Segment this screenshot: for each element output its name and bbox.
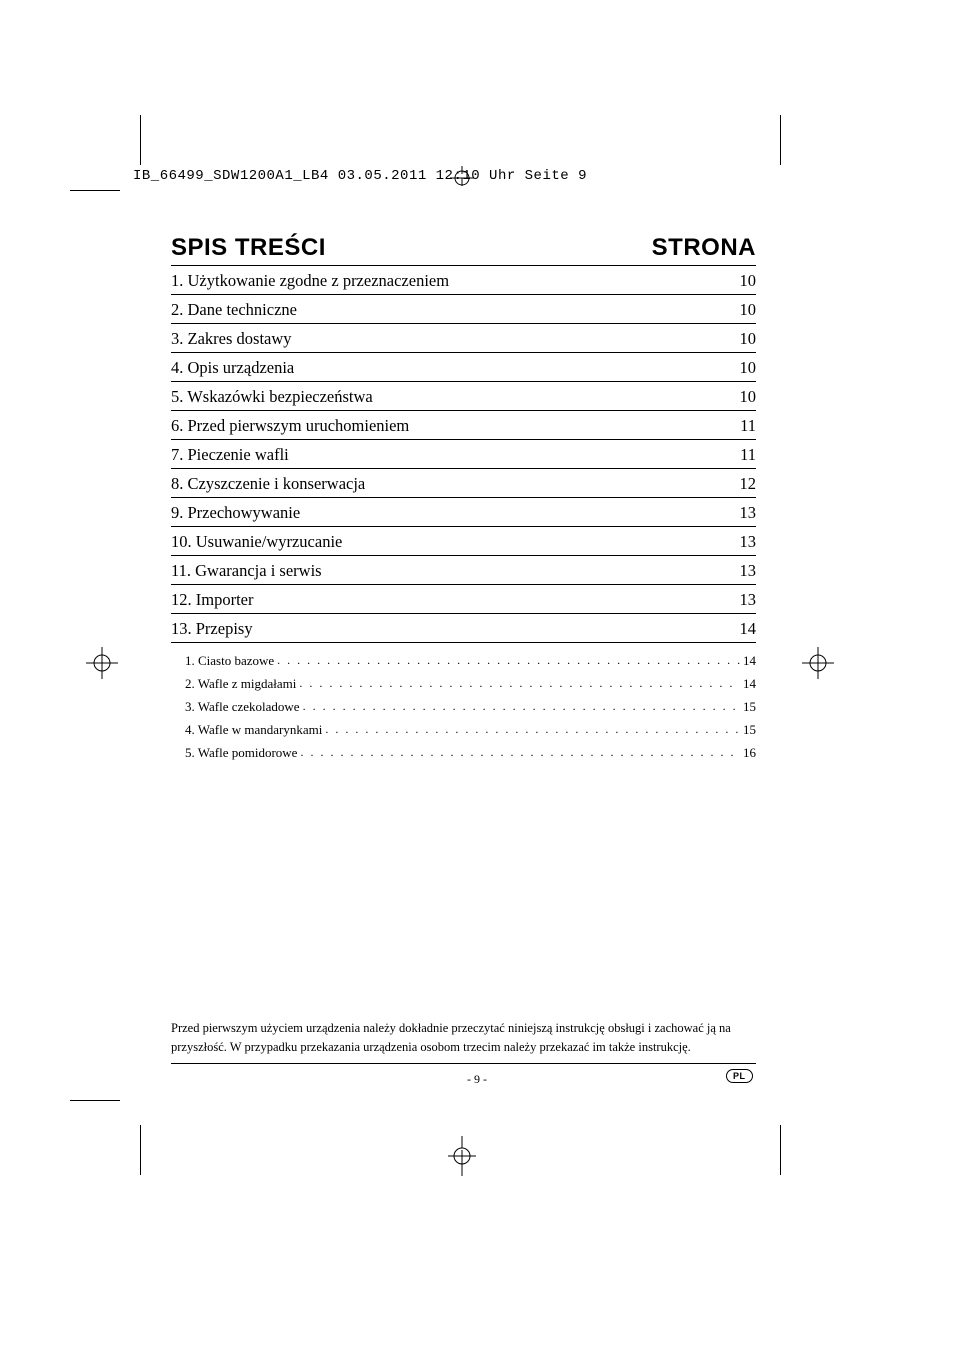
sub-page: 14	[743, 653, 756, 669]
page-number: - 9 -	[0, 1072, 954, 1087]
toc-row: 5. Wskazówki bezpieczeństwa 10	[171, 382, 756, 411]
toc-page: 13	[740, 590, 757, 610]
sub-label: 3. Wafle czekoladowe	[185, 699, 300, 715]
sub-page: 14	[743, 676, 756, 692]
fold-mark-icon	[442, 166, 482, 186]
sub-row: 3. Wafle czekoladowe 15	[171, 695, 756, 718]
leader-dots	[299, 676, 740, 691]
toc-page: 10	[740, 329, 757, 349]
toc-row: 9. Przechowywanie 13	[171, 498, 756, 527]
language-badge: PL	[726, 1069, 753, 1083]
sub-row: 4. Wafle w mandarynkami 15	[171, 718, 756, 741]
crop-mark	[780, 1125, 781, 1175]
title-row: SPIS TREŚCI STRONA	[171, 234, 756, 266]
sub-label: 2. Wafle z migdałami	[185, 676, 296, 692]
toc-label: 3. Zakres dostawy	[171, 329, 292, 349]
toc-label: 2. Dane techniczne	[171, 300, 297, 320]
sub-page: 16	[743, 745, 756, 761]
toc-title: SPIS TREŚCI	[171, 234, 326, 262]
toc-page: 11	[740, 416, 756, 436]
toc-page: 13	[740, 503, 757, 523]
toc-label: 8. Czyszczenie i konserwacja	[171, 474, 365, 494]
toc-page: 10	[740, 271, 757, 291]
leader-dots	[325, 722, 740, 737]
toc-row: 7. Pieczenie wafli 11	[171, 440, 756, 469]
sub-row: 5. Wafle pomidorowe 16	[171, 741, 756, 764]
sub-label: 4. Wafle w mandarynkami	[185, 722, 322, 738]
page-title: STRONA	[652, 234, 756, 262]
toc-label: 9. Przechowywanie	[171, 503, 300, 523]
toc-page: 11	[740, 445, 756, 465]
toc-row: 13. Przepisy 14	[171, 614, 756, 643]
sub-toc: 1. Ciasto bazowe 14 2. Wafle z migdałami 1…	[171, 649, 756, 764]
toc-row: 8. Czyszczenie i konserwacja 12	[171, 469, 756, 498]
crop-mark	[140, 1125, 141, 1175]
sub-row: 1. Ciasto bazowe 14	[171, 649, 756, 672]
fold-mark-icon	[442, 1136, 482, 1176]
registration-mark-icon	[86, 647, 118, 679]
leader-dots	[300, 745, 740, 760]
toc-page: 13	[740, 561, 757, 581]
sub-page: 15	[743, 699, 756, 715]
crop-mark	[780, 115, 781, 165]
sub-label: 5. Wafle pomidorowe	[185, 745, 297, 761]
sub-page: 15	[743, 722, 756, 738]
toc-row: 10. Usuwanie/wyrzucanie 13	[171, 527, 756, 556]
print-header: IB_66499_SDW1200A1_LB4 03.05.2011 12:10 …	[133, 168, 587, 184]
footer-note: Przed pierwszym użyciem urządzenia należ…	[171, 1019, 756, 1064]
toc-row: 11. Gwarancja i serwis 13	[171, 556, 756, 585]
toc-page: 13	[740, 532, 757, 552]
toc-row: 2. Dane techniczne 10	[171, 295, 756, 324]
toc-label: 5. Wskazówki bezpieczeństwa	[171, 387, 373, 407]
crop-mark	[140, 115, 141, 165]
toc-page: 14	[740, 619, 757, 639]
toc-row: 4. Opis urządzenia 10	[171, 353, 756, 382]
crop-mark	[70, 190, 120, 191]
toc-page: 10	[740, 300, 757, 320]
sub-row: 2. Wafle z migdałami 14	[171, 672, 756, 695]
toc-label: 11. Gwarancja i serwis	[171, 561, 322, 581]
toc-label: 6. Przed pierwszym uruchomieniem	[171, 416, 409, 436]
toc-label: 13. Przepisy	[171, 619, 253, 639]
toc-row: 12. Importer 13	[171, 585, 756, 614]
toc-label: 10. Usuwanie/wyrzucanie	[171, 532, 342, 552]
toc-row: 1. Użytkowanie zgodne z przeznaczeniem 10	[171, 266, 756, 295]
registration-mark-icon	[802, 647, 834, 679]
sub-label: 1. Ciasto bazowe	[185, 653, 274, 669]
toc-page: 10	[740, 387, 757, 407]
toc-row: 3. Zakres dostawy 10	[171, 324, 756, 353]
toc-row: 6. Przed pierwszym uruchomieniem 11	[171, 411, 756, 440]
leader-dots	[277, 653, 740, 668]
crop-mark	[70, 1100, 120, 1101]
leader-dots	[303, 699, 740, 714]
toc-page: 10	[740, 358, 757, 378]
toc-label: 7. Pieczenie wafli	[171, 445, 289, 465]
toc-label: 1. Użytkowanie zgodne z przeznaczeniem	[171, 271, 449, 291]
toc-page: 12	[740, 474, 757, 494]
toc-label: 12. Importer	[171, 590, 253, 610]
content-area: SPIS TREŚCI STRONA 1. Użytkowanie zgodne…	[171, 234, 756, 764]
toc-label: 4. Opis urządzenia	[171, 358, 294, 378]
